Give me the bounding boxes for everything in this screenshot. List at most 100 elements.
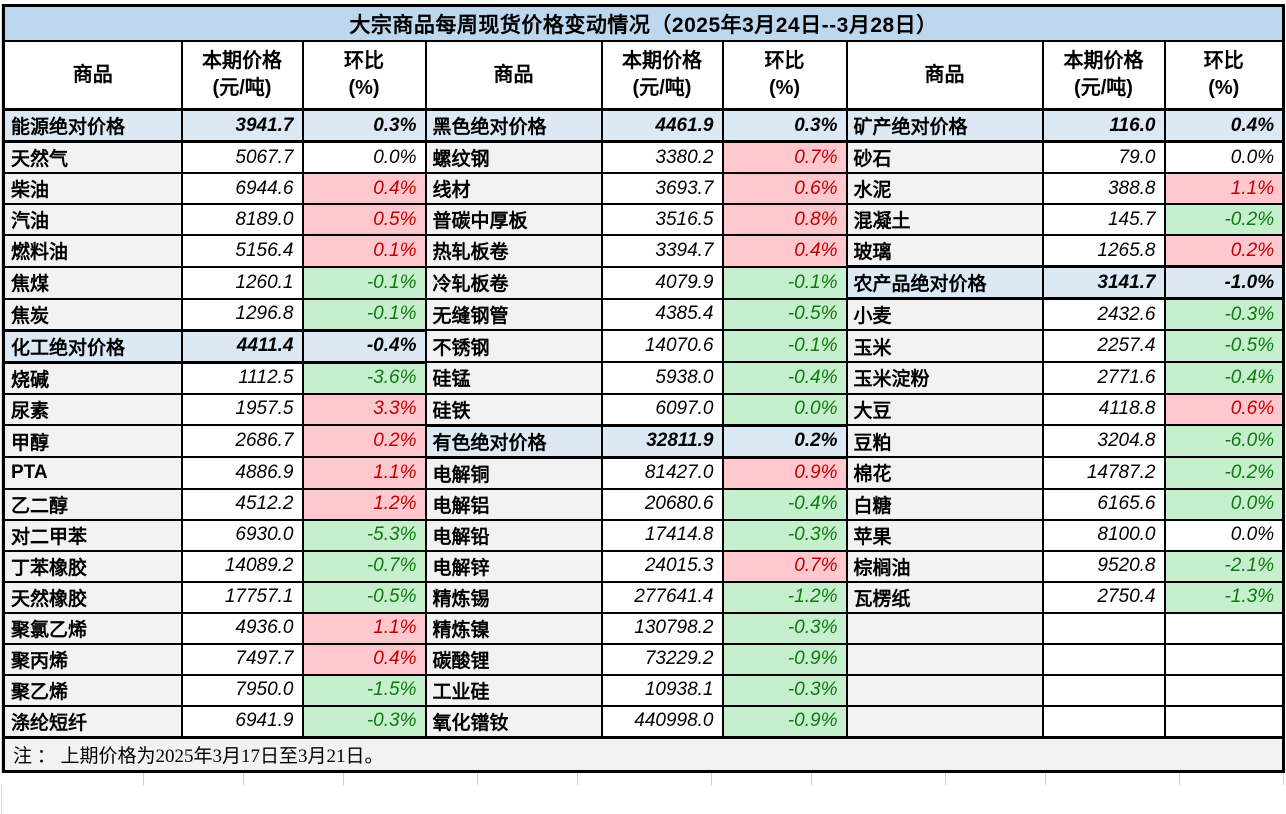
commodity-cell[interactable]: 螺纹钢 bbox=[424, 140, 603, 174]
price-cell[interactable] bbox=[1041, 673, 1166, 707]
price-cell[interactable]: 2257.4 bbox=[1041, 329, 1166, 363]
pct-change-cell[interactable]: -1.0% bbox=[1163, 265, 1285, 300]
commodity-cell[interactable] bbox=[845, 704, 1044, 738]
commodity-cell[interactable]: 白糖 bbox=[845, 487, 1044, 521]
price-cell[interactable]: 79.0 bbox=[1041, 140, 1166, 174]
price-cell[interactable]: 14787.2 bbox=[1041, 456, 1166, 490]
commodity-cell[interactable]: 汽油 bbox=[2, 203, 183, 236]
pct-change-cell[interactable]: 0.5% bbox=[301, 203, 427, 236]
price-cell[interactable]: 1260.1 bbox=[180, 265, 304, 300]
header-pct[interactable]: 环比 (%) bbox=[301, 40, 427, 111]
price-cell[interactable]: 6944.6 bbox=[180, 172, 304, 205]
price-cell[interactable]: 130798.2 bbox=[600, 611, 724, 645]
pct-change-cell[interactable]: -6.0% bbox=[1163, 424, 1285, 458]
pct-change-cell[interactable]: 0.8% bbox=[721, 203, 848, 236]
pct-change-cell[interactable]: 1.1% bbox=[301, 611, 427, 645]
pct-change-cell[interactable] bbox=[1163, 611, 1285, 645]
price-cell[interactable]: 6165.6 bbox=[1041, 487, 1166, 521]
pct-change-cell[interactable]: -1.3% bbox=[1163, 580, 1285, 614]
header-price[interactable]: 本期价格 (元/吨) bbox=[180, 40, 304, 111]
commodity-cell[interactable]: 玉米淀粉 bbox=[845, 361, 1044, 395]
section-commodity-cell[interactable]: 矿产绝对价格 bbox=[845, 108, 1044, 143]
pct-change-cell[interactable]: -0.1% bbox=[721, 329, 848, 363]
price-cell[interactable]: 3941.7 bbox=[180, 108, 304, 143]
pct-change-cell[interactable]: -0.3% bbox=[301, 704, 427, 738]
pct-change-cell[interactable]: 0.2% bbox=[721, 423, 848, 459]
price-cell[interactable]: 73229.2 bbox=[600, 642, 724, 676]
price-cell[interactable]: 8100.0 bbox=[1041, 518, 1166, 552]
price-cell[interactable]: 4936.0 bbox=[180, 611, 304, 645]
price-cell[interactable]: 3516.5 bbox=[600, 203, 724, 236]
commodity-cell[interactable]: 线材 bbox=[424, 172, 603, 205]
table-title[interactable]: 大宗商品每周现货价格变动情况（2025年3月24日--3月28日） bbox=[2, 4, 1285, 42]
pct-change-cell[interactable]: 0.2% bbox=[1163, 234, 1285, 268]
pct-change-cell[interactable]: 0.7% bbox=[721, 549, 848, 583]
price-cell[interactable]: 14070.6 bbox=[600, 329, 724, 363]
commodity-cell[interactable]: 瓦楞纸 bbox=[845, 580, 1044, 614]
commodity-cell[interactable]: 燃料油 bbox=[2, 234, 183, 268]
price-cell[interactable]: 14089.2 bbox=[180, 549, 304, 583]
pct-change-cell[interactable]: 0.4% bbox=[301, 642, 427, 676]
pct-change-cell[interactable]: -1.2% bbox=[721, 580, 848, 614]
commodity-cell[interactable]: 小麦 bbox=[845, 297, 1044, 331]
price-cell[interactable]: 4118.8 bbox=[1041, 392, 1166, 426]
price-cell[interactable]: 2750.4 bbox=[1041, 580, 1166, 614]
pct-change-cell[interactable]: 0.6% bbox=[721, 172, 848, 205]
commodity-cell[interactable]: 无缝钢管 bbox=[424, 297, 603, 331]
price-cell[interactable]: 5067.7 bbox=[180, 140, 304, 174]
commodity-cell[interactable]: 电解铝 bbox=[424, 487, 603, 521]
pct-change-cell[interactable]: -0.5% bbox=[301, 580, 427, 614]
price-cell[interactable]: 116.0 bbox=[1041, 108, 1166, 143]
price-cell[interactable]: 4461.9 bbox=[600, 108, 724, 143]
price-cell[interactable]: 32811.9 bbox=[600, 423, 724, 459]
pct-change-cell[interactable]: -0.9% bbox=[721, 704, 848, 738]
commodity-cell[interactable]: 电解锌 bbox=[424, 549, 603, 583]
header-price[interactable]: 本期价格 (元/吨) bbox=[600, 40, 724, 111]
price-cell[interactable]: 3141.7 bbox=[1041, 265, 1166, 300]
price-cell[interactable]: 4385.4 bbox=[600, 297, 724, 331]
commodity-cell[interactable]: 涤纶短纤 bbox=[2, 704, 183, 738]
price-cell[interactable]: 5156.4 bbox=[180, 234, 304, 268]
commodity-cell[interactable]: 尿素 bbox=[2, 392, 183, 426]
pct-change-cell[interactable] bbox=[1163, 642, 1285, 676]
pct-change-cell[interactable]: -0.9% bbox=[721, 642, 848, 676]
pct-change-cell[interactable]: 1.1% bbox=[301, 456, 427, 490]
pct-change-cell[interactable]: -0.5% bbox=[1163, 329, 1285, 363]
commodity-cell[interactable]: 乙二醇 bbox=[2, 487, 183, 521]
pct-change-cell[interactable]: 0.0% bbox=[721, 392, 848, 426]
header-pct[interactable]: 环比 (%) bbox=[1163, 40, 1285, 111]
price-cell[interactable]: 1296.8 bbox=[180, 297, 304, 331]
commodity-cell[interactable]: 苹果 bbox=[845, 518, 1044, 552]
price-cell[interactable]: 388.8 bbox=[1041, 172, 1166, 205]
commodity-cell[interactable] bbox=[845, 611, 1044, 645]
price-cell[interactable] bbox=[1041, 642, 1166, 676]
commodity-cell[interactable]: 冷轧板卷 bbox=[424, 265, 603, 300]
pct-change-cell[interactable]: 0.2% bbox=[301, 424, 427, 458]
pct-change-cell[interactable]: -0.1% bbox=[721, 265, 848, 300]
price-cell[interactable]: 6930.0 bbox=[180, 518, 304, 552]
pct-change-cell[interactable] bbox=[1163, 673, 1285, 707]
pct-change-cell[interactable]: 0.4% bbox=[301, 172, 427, 205]
commodity-cell[interactable]: 精炼镍 bbox=[424, 611, 603, 645]
price-cell[interactable]: 10938.1 bbox=[600, 673, 724, 707]
commodity-cell[interactable]: 甲醇 bbox=[2, 424, 183, 458]
commodity-cell[interactable]: 聚丙烯 bbox=[2, 642, 183, 676]
price-cell[interactable] bbox=[1041, 611, 1166, 645]
commodity-cell[interactable]: 热轧板卷 bbox=[424, 234, 603, 268]
commodity-cell[interactable]: 天然橡胶 bbox=[2, 580, 183, 614]
pct-change-cell[interactable]: -0.3% bbox=[721, 673, 848, 707]
price-cell[interactable]: 1112.5 bbox=[180, 361, 304, 395]
pct-change-cell[interactable]: 1.2% bbox=[301, 487, 427, 521]
header-price[interactable]: 本期价格 (元/吨) bbox=[1041, 40, 1166, 111]
commodity-cell[interactable]: 烧碱 bbox=[2, 361, 183, 395]
commodity-cell[interactable]: 电解铅 bbox=[424, 518, 603, 552]
price-cell[interactable]: 7950.0 bbox=[180, 673, 304, 707]
commodity-cell[interactable]: 工业硅 bbox=[424, 673, 603, 707]
pct-change-cell[interactable]: 0.0% bbox=[301, 140, 427, 174]
commodity-cell[interactable]: 普碳中厚板 bbox=[424, 203, 603, 236]
pct-change-cell[interactable]: -0.7% bbox=[301, 549, 427, 583]
pct-change-cell[interactable]: -0.4% bbox=[1163, 361, 1285, 395]
pct-change-cell[interactable]: -2.1% bbox=[1163, 549, 1285, 583]
price-cell[interactable]: 145.7 bbox=[1041, 203, 1166, 236]
price-cell[interactable]: 81427.0 bbox=[600, 456, 724, 490]
